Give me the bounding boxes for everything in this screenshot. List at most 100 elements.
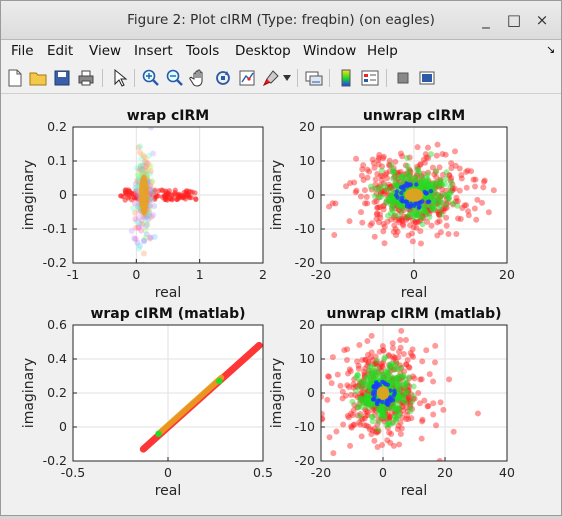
scatter-point: [414, 163, 421, 170]
data-cursor-icon[interactable]: [237, 68, 257, 88]
scatter-point: [424, 144, 431, 151]
scatter-point: [354, 412, 361, 419]
insert-colorbar-icon[interactable]: [336, 68, 356, 88]
show-plot-tools-icon[interactable]: [417, 68, 437, 88]
scatter-point: [400, 384, 407, 391]
menu-insert[interactable]: Insert: [134, 43, 173, 59]
scatter-point: [360, 162, 367, 169]
scatter-point: [392, 178, 399, 185]
dock-arrow-icon[interactable]: ↘: [546, 43, 556, 56]
pan-hand-icon[interactable]: [189, 68, 209, 88]
scatter-point: [405, 171, 412, 178]
menu-desktop[interactable]: Desktop: [235, 43, 291, 59]
scatter-point: [378, 410, 385, 417]
scatter-point: [417, 178, 424, 185]
scatter-point: [128, 227, 135, 234]
scatter-point: [379, 370, 386, 377]
scatter-point: [391, 182, 398, 189]
scatter-point: [398, 174, 405, 181]
insert-legend-icon[interactable]: [360, 68, 380, 88]
scatter-point: [389, 195, 396, 202]
scatter-point: [432, 183, 439, 190]
subplot-3[interactable]: -0.5 0 0.5 -0.2 0 0.2 0.4 0.6 wrap cIRM (matlab)…: [21, 306, 273, 499]
scatter-point: [403, 389, 410, 396]
scatter-point: [359, 396, 366, 403]
scatter-point: [396, 348, 403, 355]
brush-dropdown-icon[interactable]: [283, 75, 291, 81]
scatter-point: [369, 220, 376, 227]
zoom-in-icon[interactable]: [141, 68, 161, 88]
scatter-point: [404, 184, 410, 189]
scatter-point: [369, 403, 376, 410]
y-tick-label: -10: [295, 419, 315, 434]
subplot-1[interactable]: -1 0 1 2 -0.2 -0.1 0 0.1 0.2 wrap cIRM real imagina…: [21, 108, 267, 301]
zoom-out-icon[interactable]: [165, 68, 185, 88]
scatter-point: [368, 370, 375, 377]
scatter-point: [463, 184, 470, 191]
hide-plot-tools-icon[interactable]: [393, 68, 413, 88]
scatter-point: [431, 189, 438, 196]
scatter-point: [454, 198, 461, 205]
scatter-point: [428, 222, 435, 229]
scatter-point: [372, 405, 379, 412]
scatter-point: [414, 212, 421, 219]
rotate-3d-icon[interactable]: [213, 68, 233, 88]
scatter-point: [380, 153, 387, 160]
scatter-point: [376, 411, 383, 418]
scatter-point: [364, 396, 371, 403]
scatter-point: [417, 376, 424, 383]
scatter-point: [358, 380, 365, 387]
scatter-point: [370, 374, 377, 381]
scatter-point: [137, 149, 144, 156]
menu-tools[interactable]: Tools: [186, 43, 220, 59]
scatter-point: [395, 405, 402, 412]
scatter-point: [407, 211, 414, 218]
subplot-2[interactable]: -20 0 20 -20 -10 0 10 20 unwrap cIRM real imaginar…: [269, 108, 515, 301]
menu-window[interactable]: Window: [303, 43, 357, 59]
save-icon[interactable]: [52, 68, 72, 88]
scatter-point: [386, 181, 393, 188]
scatter-point: [389, 419, 396, 426]
new-figure-icon[interactable]: [5, 68, 25, 88]
scatter-point: [357, 397, 364, 404]
scatter-point: [428, 194, 435, 201]
scatter-point: [388, 162, 395, 169]
print-icon[interactable]: [76, 68, 96, 88]
scatter-point: [395, 366, 402, 373]
link-plot-icon[interactable]: [304, 68, 324, 88]
title-bar[interactable]: Figure 2: Plot cIRM (Type: freqbin) (on …: [1, 1, 561, 40]
scatter-point: [140, 250, 147, 257]
scatter-point: [395, 171, 402, 178]
close-button[interactable]: ×: [535, 11, 549, 29]
scatter-point: [348, 391, 355, 398]
scatter-point: [351, 402, 358, 409]
scatter-point: [437, 208, 444, 215]
subplot-4[interactable]: -20 0 20 40 -20 -10 0 10 20 unwrap cIRM (matlab) r…: [269, 306, 515, 499]
scatter-point: [411, 210, 418, 217]
scatter-point: [126, 194, 132, 200]
scatter-point: [384, 437, 391, 444]
pointer-icon[interactable]: [109, 68, 129, 88]
menu-help[interactable]: Help: [367, 43, 398, 59]
scatter-point: [174, 196, 180, 203]
scatter-point: [443, 193, 450, 200]
scatter-point: [380, 371, 387, 378]
menu-edit[interactable]: Edit: [47, 43, 74, 59]
scatter-point: [425, 403, 432, 410]
data-layer: [321, 327, 481, 461]
scatter-point: [169, 197, 175, 203]
x-tick-label: 20: [437, 465, 453, 480]
maximize-button[interactable]: □: [506, 11, 522, 29]
open-file-icon[interactable]: [28, 68, 48, 88]
menu-file[interactable]: File: [11, 43, 34, 59]
scatter-point: [422, 205, 429, 212]
scatter-point: [422, 178, 429, 185]
figure-canvas[interactable]: -1 0 1 2 -0.2 -0.1 0 0.1 0.2 wrap cIRM real imagina…: [1, 94, 561, 515]
scatter-point: [442, 151, 449, 158]
brush-icon[interactable]: [261, 68, 281, 88]
scatter-point: [405, 393, 412, 400]
minimize-button[interactable]: _: [482, 11, 490, 29]
scatter-point: [403, 361, 410, 368]
menu-view[interactable]: View: [89, 43, 122, 59]
scatter-point: [398, 399, 405, 406]
